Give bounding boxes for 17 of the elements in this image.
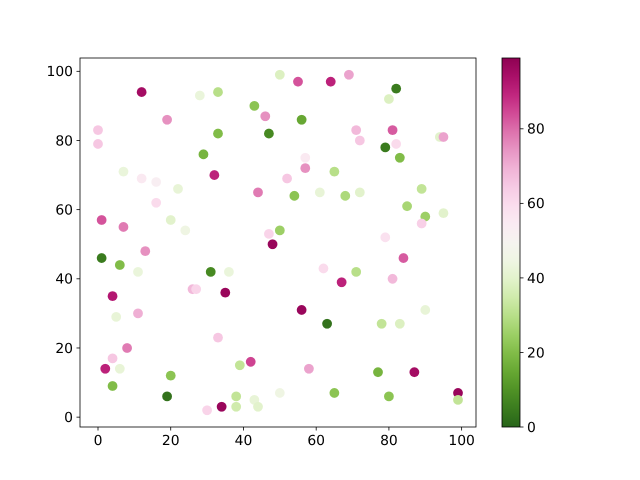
color-bar-label: 60	[527, 196, 545, 212]
y-tick-label: 80	[55, 133, 73, 150]
y-tick-label: 0	[64, 410, 73, 426]
color-bar-label: 40	[527, 270, 545, 287]
x-tick-label: 60	[307, 433, 326, 449]
x-tick-label: 40	[234, 433, 252, 449]
y-tick-label: 20	[55, 340, 73, 357]
color-bar-label: 20	[527, 345, 545, 362]
y-tick-label: 60	[55, 202, 73, 219]
x-tick-label: 0	[94, 433, 102, 449]
color-bar-label: 80	[527, 122, 545, 138]
color-bar-label: 0	[527, 420, 536, 436]
y-tick-label: 100	[46, 64, 73, 80]
x-tick-label: 80	[380, 433, 398, 449]
x-tick-label: 20	[162, 433, 180, 449]
y-tick-label: 40	[55, 272, 73, 288]
x-tick-label: 100	[448, 433, 475, 449]
